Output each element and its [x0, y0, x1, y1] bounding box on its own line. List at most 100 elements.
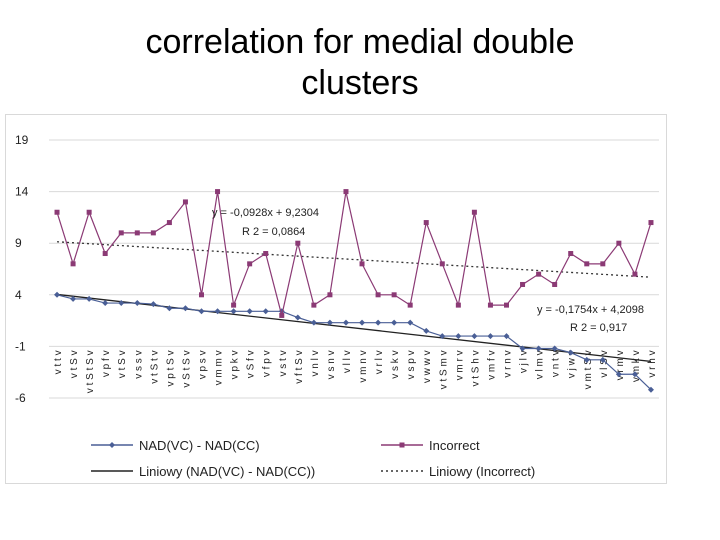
nad-point: [503, 333, 510, 340]
x-category-label: v t S v: [117, 350, 128, 378]
incorrect-point: [568, 251, 574, 257]
incorrect-point: [182, 199, 188, 205]
incorrect-point: [86, 209, 92, 215]
nad-point: [342, 319, 349, 326]
nad-point: [567, 349, 574, 356]
nad-point: [54, 291, 61, 298]
incorrect-point: [359, 261, 365, 267]
incorrect-point: [102, 251, 108, 257]
incorrect-point: [584, 261, 590, 267]
incorrect-point: [423, 220, 429, 226]
x-category-label: v j w v: [567, 350, 578, 378]
nad-point: [647, 386, 654, 393]
legend-label: Liniowy (Incorrect): [429, 464, 535, 479]
nad-point: [615, 371, 622, 378]
nad-point: [134, 300, 141, 307]
trendline-equation: y = -0,0928x + 9,2304: [212, 207, 319, 219]
x-category-label: v s n v: [326, 350, 337, 379]
nad-point: [535, 345, 542, 352]
trendline-nad: [56, 293, 652, 363]
nad-point: [326, 319, 333, 326]
r-squared-label: R 2 = 0,0864: [242, 226, 305, 238]
y-tick-label: 9: [15, 236, 22, 250]
x-category-label: v s t v: [278, 350, 289, 376]
incorrect-point: [263, 251, 269, 257]
incorrect-point: [616, 240, 622, 246]
x-category-label: v m f v: [486, 350, 497, 379]
incorrect-point: [600, 261, 606, 267]
nad-point: [118, 300, 125, 307]
incorrect-point: [504, 302, 509, 308]
x-category-label: v s s v: [133, 350, 144, 378]
incorrect-point: [118, 230, 124, 236]
correlation-chart: -6 -1 4 9 14 19 v t t v v t S v v t S t S v v p f…: [15, 133, 659, 479]
x-category-label: v s k v: [390, 350, 401, 378]
x-category-label: v r m v: [615, 350, 626, 380]
incorrect-point: [487, 302, 493, 308]
nad-point: [359, 319, 366, 326]
nad-point: [599, 356, 606, 363]
incorrect-point: [455, 302, 461, 308]
nad-point: [519, 345, 526, 352]
y-tick-label: 4: [15, 288, 22, 302]
y-tick-label: 19: [15, 133, 29, 147]
legend-marker: [399, 442, 405, 448]
incorrect-point: [134, 230, 140, 236]
title-line-2: clusters: [301, 64, 419, 102]
x-category-label: v t S t v: [149, 350, 160, 383]
nad-point: [246, 308, 253, 315]
nad-point: [294, 314, 301, 321]
series-incorrect-line: [56, 191, 652, 316]
nad-point: [150, 301, 157, 308]
nad-point: [70, 295, 77, 302]
x-category-label: v n l v: [310, 350, 321, 376]
x-category-label: v t t v: [53, 350, 64, 374]
nad-point: [471, 333, 478, 340]
x-category-label: v S f v: [246, 350, 257, 378]
x-category-label: v j l v: [519, 350, 530, 373]
nad-point: [102, 300, 109, 307]
trendline-incorrect: [56, 241, 652, 278]
incorrect-point: [536, 271, 542, 277]
incorrect-point: [327, 292, 333, 298]
x-category-label: v f t S v: [294, 350, 305, 383]
incorrect-point: [247, 261, 253, 267]
x-category-label: v w w v: [422, 350, 433, 383]
x-category-label: v l m v: [535, 350, 546, 379]
nad-point: [439, 333, 446, 340]
x-category-label: v r l v: [374, 350, 385, 374]
nad-point: [423, 327, 430, 334]
nad-point: [583, 356, 590, 363]
incorrect-point: [231, 302, 237, 308]
nad-point: [391, 319, 398, 326]
incorrect-point: [215, 189, 221, 195]
incorrect-point: [279, 312, 285, 318]
nad-point: [214, 308, 221, 315]
incorrect-point: [199, 292, 204, 298]
incorrect-point: [150, 230, 156, 236]
nad-point: [455, 333, 462, 340]
x-category-label: v m m v: [214, 350, 225, 385]
nad-point: [407, 319, 414, 326]
y-tick-label: -6: [15, 391, 26, 405]
x-category-label: v p k v: [230, 350, 241, 379]
incorrect-point: [166, 220, 172, 226]
chart-frame: -6 -1 4 9 14 19 v t t v v t S v v t S t S v v p f…: [5, 114, 667, 484]
x-category-label: v n t v: [551, 350, 562, 377]
x-category-label: v t S m v: [438, 350, 449, 389]
title-line-1: correlation for medial double: [145, 23, 575, 61]
incorrect-point: [343, 189, 349, 195]
incorrect-point: [311, 302, 317, 308]
x-category-label: v r n v: [503, 350, 514, 377]
incorrect-point: [632, 271, 638, 277]
x-category-label: v r h v: [647, 350, 658, 377]
y-tick-label: -1: [15, 339, 26, 353]
incorrect-point: [471, 209, 477, 215]
x-category-label: v S t S v: [181, 350, 192, 387]
incorrect-point: [295, 240, 301, 246]
nad-point: [198, 308, 205, 315]
legend-marker: [109, 442, 115, 448]
incorrect-point: [375, 292, 381, 298]
x-category-label: v p s v: [198, 350, 209, 379]
incorrect-point: [520, 281, 526, 287]
